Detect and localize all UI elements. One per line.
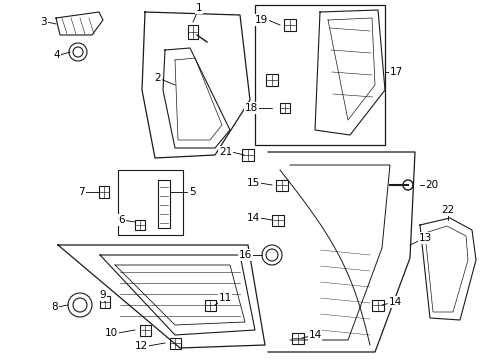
Bar — [292, 333, 304, 343]
Text: 3: 3 — [40, 17, 47, 27]
Circle shape — [73, 298, 87, 312]
Text: 4: 4 — [53, 50, 60, 60]
Bar — [99, 186, 109, 198]
Bar — [276, 180, 288, 190]
Circle shape — [73, 47, 83, 57]
Text: 18: 18 — [245, 103, 258, 113]
Text: 12: 12 — [135, 341, 148, 351]
Circle shape — [403, 180, 413, 190]
Text: 9: 9 — [99, 290, 106, 300]
Bar — [284, 19, 296, 31]
Bar — [280, 103, 290, 113]
Text: 10: 10 — [105, 328, 118, 338]
Text: 7: 7 — [78, 187, 85, 197]
Text: 17: 17 — [390, 67, 403, 77]
Text: 19: 19 — [255, 15, 268, 25]
Bar — [266, 74, 278, 86]
Bar — [140, 324, 150, 336]
Text: 1: 1 — [196, 3, 202, 13]
Text: 20: 20 — [425, 180, 439, 190]
Bar — [255, 5, 385, 145]
Text: 5: 5 — [189, 187, 196, 197]
Text: 2: 2 — [155, 73, 161, 83]
Text: 8: 8 — [51, 302, 58, 312]
Text: 6: 6 — [119, 215, 125, 225]
Bar — [188, 25, 198, 39]
Bar — [242, 149, 254, 161]
Text: 16: 16 — [239, 250, 252, 260]
Text: 14: 14 — [247, 213, 260, 223]
Circle shape — [266, 249, 278, 261]
Text: 15: 15 — [247, 178, 260, 188]
Bar — [272, 215, 284, 225]
Text: 14: 14 — [389, 297, 402, 307]
Text: 14: 14 — [308, 330, 321, 340]
Text: 22: 22 — [441, 205, 455, 215]
Text: 21: 21 — [219, 147, 232, 157]
Bar — [170, 338, 180, 348]
Text: 11: 11 — [219, 293, 232, 303]
Bar — [135, 220, 145, 230]
Bar — [204, 300, 216, 310]
Bar — [372, 300, 384, 310]
Bar — [118, 170, 183, 235]
Text: 13: 13 — [418, 233, 432, 243]
Bar — [100, 296, 110, 308]
